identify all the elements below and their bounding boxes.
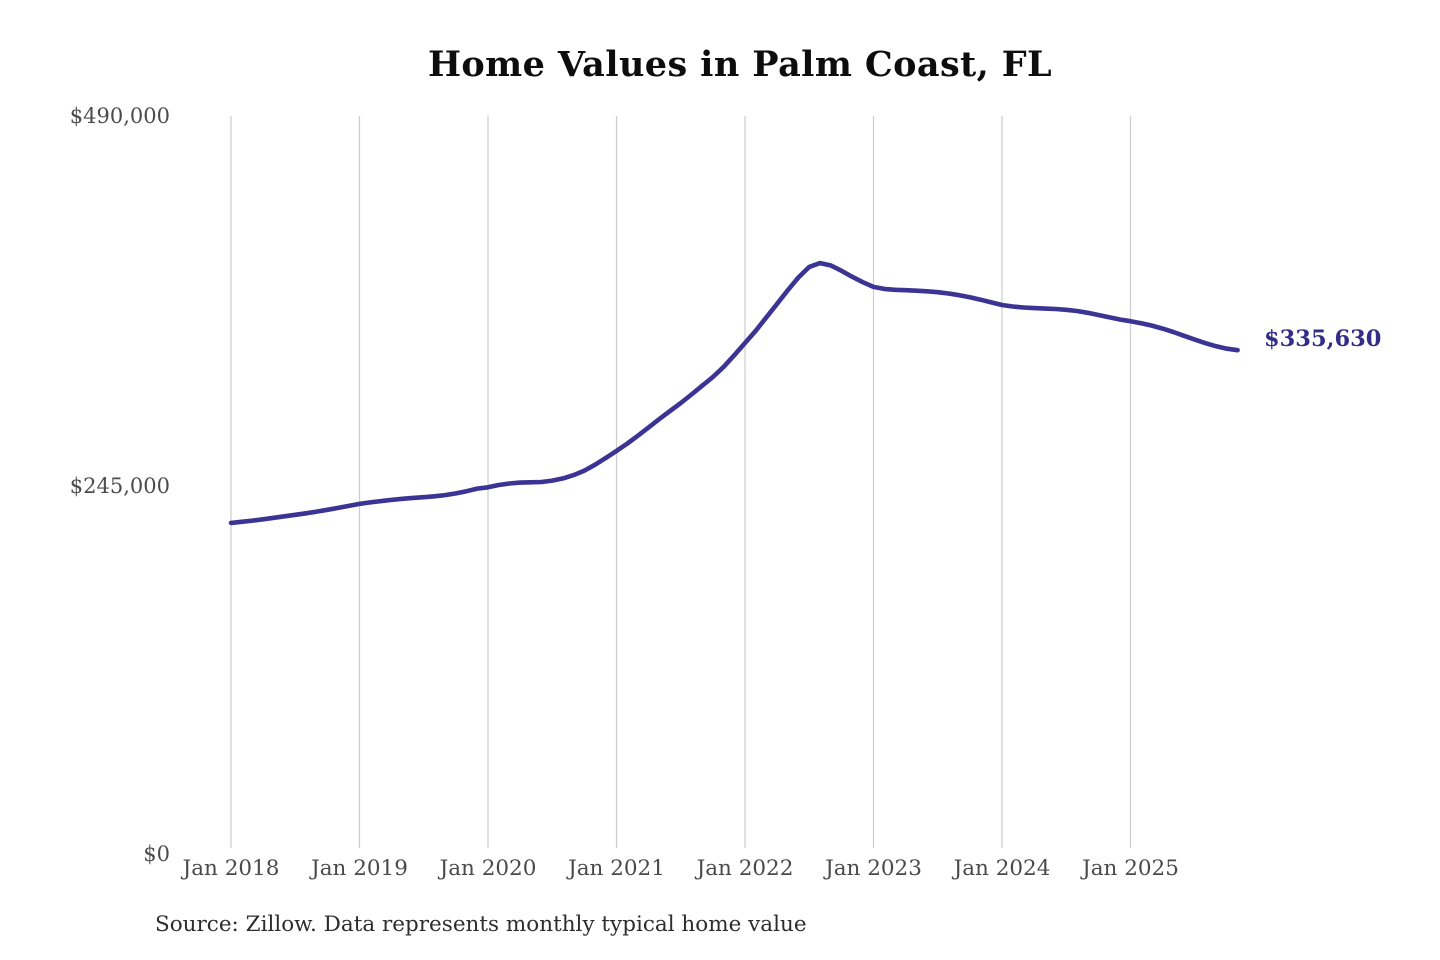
- x-axis-tick-label: Jan 2020: [439, 856, 537, 881]
- chart-title: Home Values in Palm Coast, FL: [427, 44, 1053, 85]
- x-axis: Jan 2018 Jan 2019 Jan 2020 Jan 2021 Jan 2022…: [0, 856, 1440, 888]
- x-axis-tick-label: Jan 2021: [568, 856, 665, 881]
- source-note: Source: Zillow. Data represents monthly …: [155, 912, 807, 937]
- x-axis-tick-label: Jan 2018: [182, 856, 280, 881]
- x-axis-tick-label: Jan 2025: [1082, 856, 1179, 881]
- home-value-line: [228, 260, 1240, 526]
- x-axis-tick-label: Jan 2019: [311, 856, 408, 881]
- x-axis-tick-label: Jan 2023: [825, 856, 922, 881]
- x-axis-tick-label: Jan 2024: [953, 856, 1051, 881]
- end-value-label: $335,630: [1264, 326, 1382, 352]
- x-axis-tick-label: Jan 2022: [696, 856, 794, 881]
- y-axis-tick-490000: $490,000: [69, 104, 170, 128]
- y-axis-tick-245000: $245,000: [69, 474, 170, 498]
- y-axis-tick-0: $0: [143, 842, 170, 866]
